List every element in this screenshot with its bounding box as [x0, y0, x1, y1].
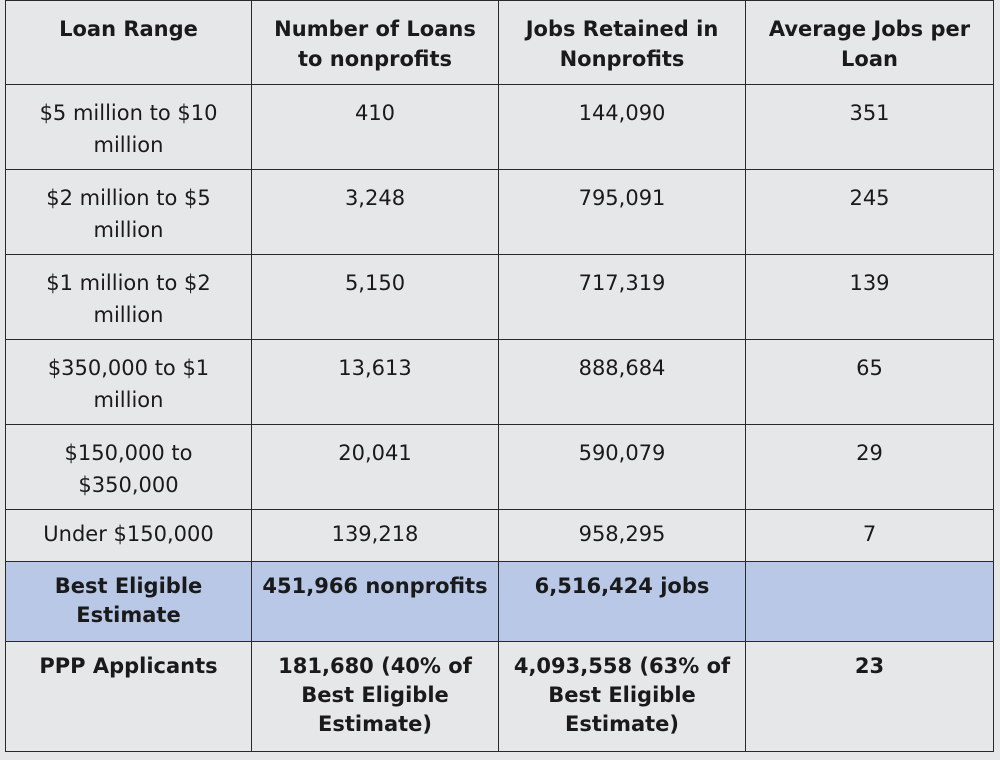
- table-row: $1 million to $2 million 5,150 717,319 1…: [5, 254, 994, 340]
- cell-estimate-loans: 451,966 nonprofits: [251, 561, 499, 642]
- table-row: $150,000 to $350,000 20,041 590,079 29: [5, 424, 994, 510]
- cell-ppp-loans: 181,680 (40% of Best Eligible Estimate): [251, 641, 499, 752]
- cell-number-of-loans: 20,041: [251, 424, 499, 510]
- cell-average-jobs: 351: [745, 84, 994, 170]
- cell-jobs-retained: 795,091: [498, 169, 746, 255]
- cell-loan-range: $350,000 to $1 million: [5, 339, 252, 425]
- cell-jobs-retained: 717,319: [498, 254, 746, 340]
- cell-number-of-loans: 410: [251, 84, 499, 170]
- cell-number-of-loans: 3,248: [251, 169, 499, 255]
- cell-loan-range: $5 million to $10 million: [5, 84, 252, 170]
- cell-loan-range: Under $150,000: [5, 509, 252, 562]
- cell-jobs-retained: 888,684: [498, 339, 746, 425]
- cell-number-of-loans: 13,613: [251, 339, 499, 425]
- cell-average-jobs: 65: [745, 339, 994, 425]
- cell-loan-range: $150,000 to $350,000: [5, 424, 252, 510]
- cell-jobs-retained: 958,295: [498, 509, 746, 562]
- cell-average-jobs: 139: [745, 254, 994, 340]
- cell-average-jobs: 29: [745, 424, 994, 510]
- cell-ppp-jobs: 4,093,558 (63% of Best Eligible Estimate…: [498, 641, 746, 752]
- cell-loan-range: $1 million to $2 million: [5, 254, 252, 340]
- cell-jobs-retained: 590,079: [498, 424, 746, 510]
- loan-range-table: Loan Range Number of Loans to nonprofits…: [5, 0, 994, 752]
- cell-ppp-label: PPP Applicants: [5, 641, 252, 752]
- header-jobs-retained: Jobs Retained in Nonprofits: [498, 0, 746, 85]
- table-row: $5 million to $10 million 410 144,090 35…: [5, 84, 994, 170]
- header-number-of-loans: Number of Loans to nonprofits: [251, 0, 499, 85]
- cell-number-of-loans: 139,218: [251, 509, 499, 562]
- cell-average-jobs: 7: [745, 509, 994, 562]
- cell-loan-range: $2 million to $5 million: [5, 169, 252, 255]
- table-row: Under $150,000 139,218 958,295 7: [5, 509, 994, 562]
- header-loan-range: Loan Range: [5, 0, 252, 85]
- cell-jobs-retained: 144,090: [498, 84, 746, 170]
- table-container: Loan Range Number of Loans to nonprofits…: [5, 0, 994, 752]
- cell-estimate-jobs: 6,516,424 jobs: [498, 561, 746, 642]
- header-average-jobs: Average Jobs per Loan: [745, 0, 994, 85]
- cell-ppp-average: 23: [745, 641, 994, 752]
- cell-number-of-loans: 5,150: [251, 254, 499, 340]
- cell-estimate-average: [745, 561, 994, 642]
- best-eligible-estimate-row: Best Eligible Estimate 451,966 nonprofit…: [5, 561, 994, 642]
- ppp-applicants-row: PPP Applicants 181,680 (40% of Best Elig…: [5, 641, 994, 752]
- cell-average-jobs: 245: [745, 169, 994, 255]
- cell-estimate-label: Best Eligible Estimate: [5, 561, 252, 642]
- table-row: $2 million to $5 million 3,248 795,091 2…: [5, 169, 994, 255]
- table-header-row: Loan Range Number of Loans to nonprofits…: [5, 0, 994, 85]
- table-row: $350,000 to $1 million 13,613 888,684 65: [5, 339, 994, 425]
